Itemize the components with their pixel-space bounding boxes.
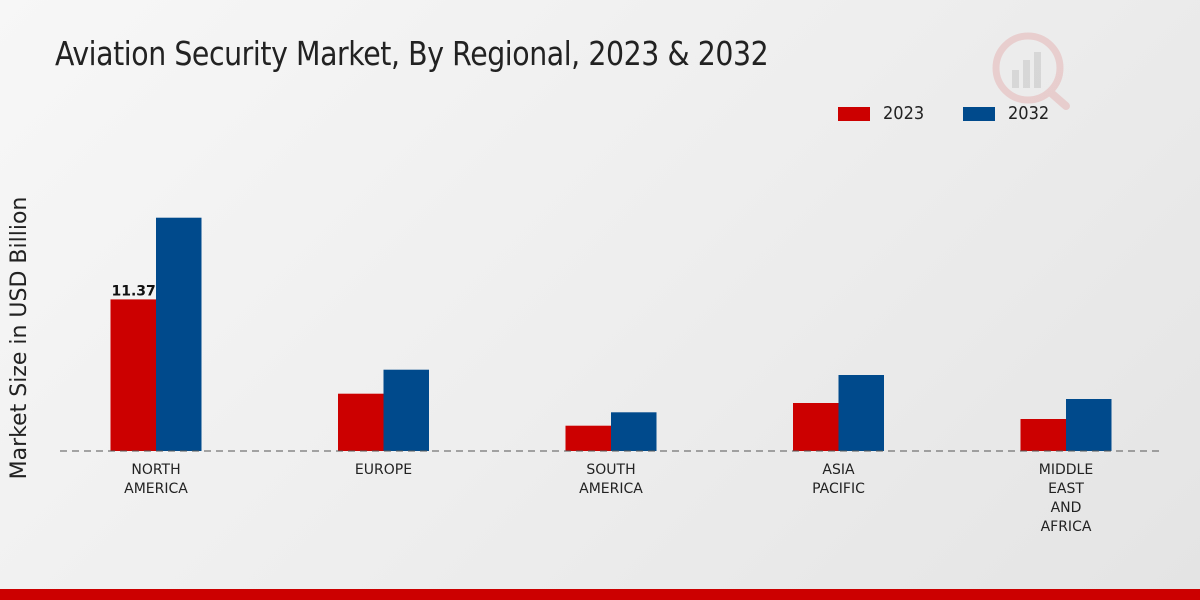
bar-2023-middle-east-and-africa: [1020, 419, 1066, 451]
bar-2023-north-america: [110, 299, 156, 451]
chart-title: Aviation Security Market, By Regional, 2…: [55, 34, 769, 73]
data-labels: 11.37: [112, 283, 156, 299]
bar-2023-asia-pacific: [793, 403, 839, 451]
bar-2032-south-america: [611, 412, 657, 451]
brand-logo-icon: [992, 32, 1070, 110]
bar-2032-europe: [383, 369, 429, 451]
legend-item-2032: 2032: [962, 103, 1054, 124]
x-tick-europe: EUROPE: [355, 462, 412, 478]
data-label-2023-0: 11.37: [112, 283, 156, 299]
y-axis-label: Market Size in USD Billion: [7, 197, 32, 480]
bottom-accent-bar: [0, 589, 1200, 600]
bar-2032-middle-east-and-africa: [1066, 399, 1112, 451]
bar-2032-north-america: [156, 217, 202, 451]
x-tick-north-america: NORTH AMERICA: [124, 462, 188, 497]
legend-label-2032: 2032: [1007, 103, 1050, 124]
legend-item-2023: 2023: [838, 103, 929, 124]
bars-group: [110, 217, 1112, 451]
legend-label-2023: 2023: [883, 103, 925, 124]
bar-2023-europe: [338, 393, 384, 451]
x-tick-south-america: SOUTH AMERICA: [579, 462, 643, 497]
x-tick-asia-pacific: ASIA PACIFIC: [812, 462, 865, 497]
legend-swatch-2023: [838, 106, 870, 121]
y-axis-title: Market Size in USD Billion: [7, 197, 32, 480]
x-tick-labels: NORTH AMERICA EUROPE SOUTH AMERICA ASIA PACIFI…: [124, 462, 1093, 535]
legend-swatch-2032: [962, 106, 995, 121]
x-tick-middle-east-and-africa: MIDDLE EAST AND AFRICA: [1039, 462, 1093, 535]
bar-2023-south-america: [565, 425, 611, 451]
chart-legend: 2023 2032: [838, 103, 1088, 124]
bar-2032-asia-pacific: [838, 375, 884, 451]
